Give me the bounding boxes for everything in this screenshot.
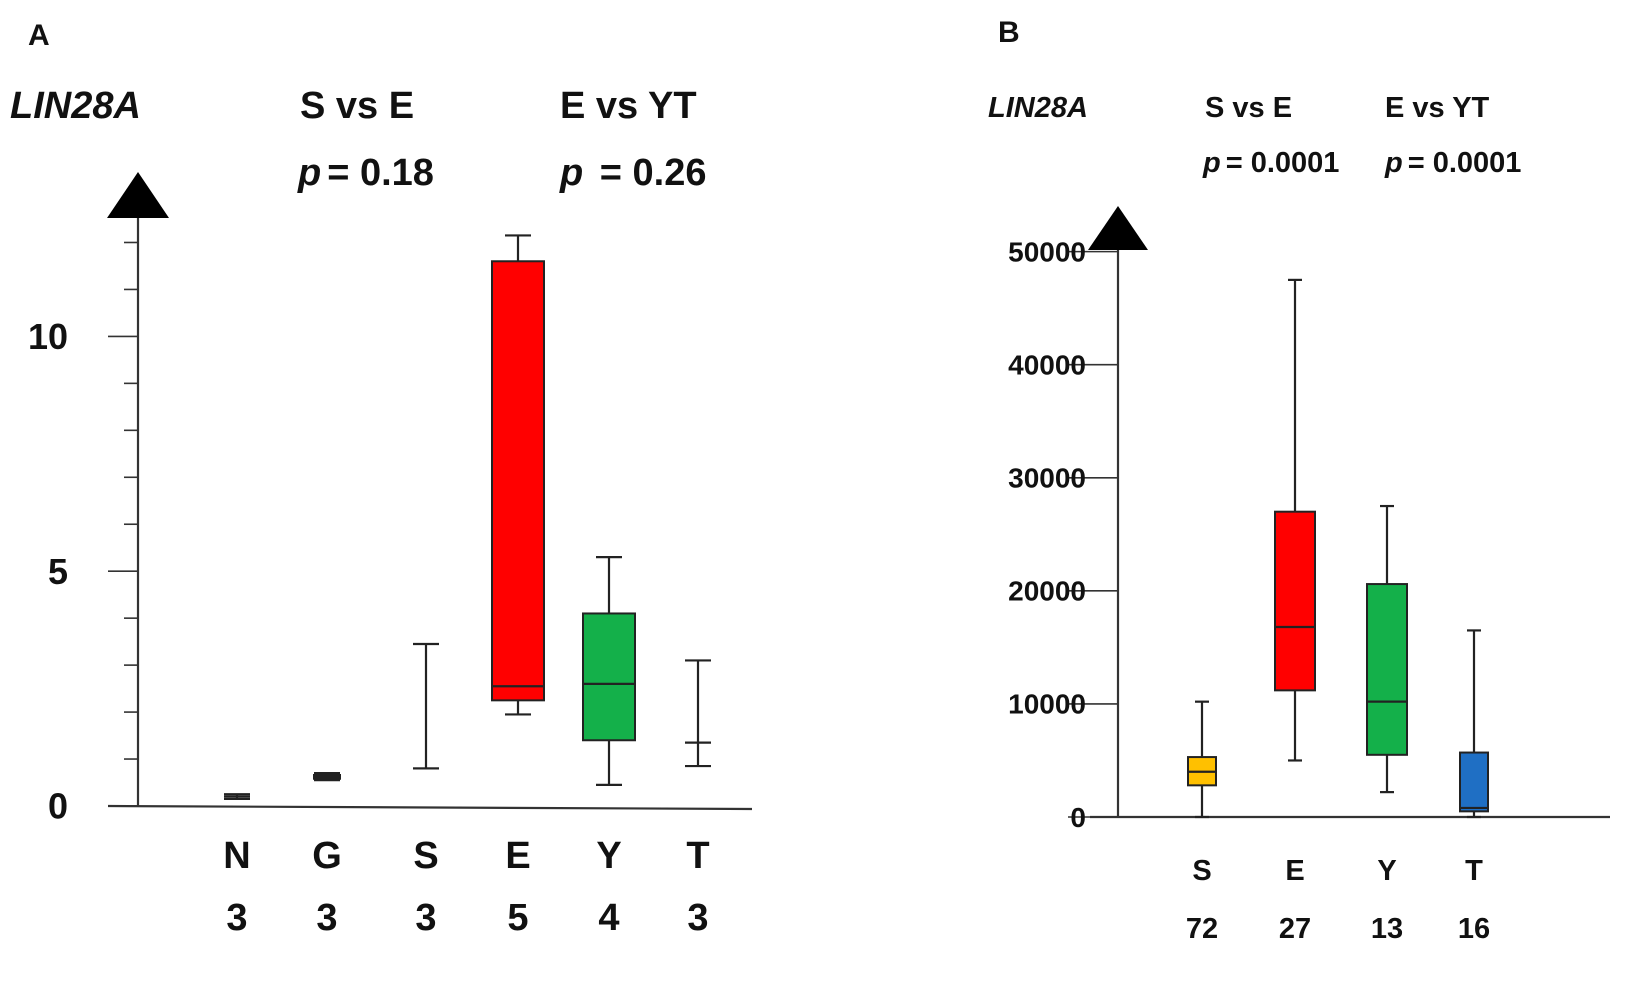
- box-y: [1366, 504, 1408, 794]
- p-value: = 0.18: [327, 152, 434, 194]
- panel-b-gene-label: LIN28A: [988, 92, 1088, 124]
- count-label: 5: [507, 897, 528, 939]
- box-e: [1274, 278, 1316, 762]
- p-symbol: p: [1384, 147, 1403, 179]
- box-body: [1366, 583, 1408, 756]
- box-y: [582, 556, 636, 786]
- box-s: [413, 642, 439, 770]
- panel-a-y-axis-arrow: [107, 172, 169, 218]
- category-label: G: [312, 835, 342, 877]
- y-tick-label: 30000: [1008, 463, 1086, 494]
- category-label: T: [1465, 855, 1483, 887]
- category-label: S: [413, 835, 438, 877]
- y-tick-label: 40000: [1008, 349, 1086, 380]
- p-symbol: p: [1202, 147, 1221, 179]
- y-tick-label: 10: [28, 316, 68, 357]
- p-symbol: p: [559, 152, 583, 194]
- panel-a-pvalue-1: p = 0.18: [297, 152, 434, 194]
- panel-b-label: B: [998, 16, 1020, 49]
- y-tick-label: 0: [1070, 802, 1086, 833]
- category-label: T: [686, 835, 709, 877]
- y-tick-label: 10000: [1008, 689, 1086, 720]
- panel-b-y-axis-arrow: [1088, 206, 1148, 250]
- panel-a-gene-label: LIN28A: [10, 85, 141, 127]
- box-n: [224, 793, 250, 801]
- category-label: E: [505, 835, 530, 877]
- p-value: = 0.0001: [1226, 147, 1340, 179]
- y-tick-label: 50000: [1008, 236, 1086, 267]
- box-t: [685, 659, 711, 768]
- count-label: 4: [598, 897, 619, 939]
- count-label: 3: [415, 897, 436, 939]
- box-e: [491, 234, 545, 716]
- p-symbol: p: [297, 152, 321, 194]
- count-label: 72: [1186, 913, 1218, 945]
- category-label: Y: [1377, 855, 1396, 887]
- category-label: Y: [596, 835, 621, 877]
- y-tick-label: 20000: [1008, 576, 1086, 607]
- box-body: [491, 260, 545, 702]
- panel-a-plot: 0 5 10 N 3 G 3 S 3 E 5 Y 4 T 3: [28, 172, 753, 939]
- count-label: 3: [687, 897, 708, 939]
- panel-b-comparison-2: E vs YT: [1385, 92, 1490, 124]
- panel-b-pvalue-2: p = 0.0001: [1384, 147, 1521, 179]
- panel-a-x-axis: [107, 804, 753, 811]
- p-value: = 0.26: [589, 152, 706, 194]
- category-label: N: [223, 835, 250, 877]
- count-label: 27: [1279, 913, 1311, 945]
- p-value: = 0.0001: [1408, 147, 1522, 179]
- y-tick-label: 5: [48, 551, 68, 592]
- panel-a-comparison-1: S vs E: [300, 85, 414, 127]
- count-label: 3: [226, 897, 247, 939]
- box-body: [1274, 510, 1316, 692]
- panel-b-pvalue-1: p = 0.0001: [1202, 147, 1339, 179]
- panel-a-pvalue-2: p = 0.26: [559, 152, 706, 194]
- box-s: [1187, 700, 1217, 819]
- panel-a-label: A: [28, 19, 50, 52]
- count-label: 16: [1458, 913, 1490, 945]
- category-label: E: [1285, 855, 1304, 887]
- count-label: 13: [1371, 913, 1403, 945]
- category-label: S: [1192, 855, 1211, 887]
- panel-a-comparison-2: E vs YT: [560, 85, 697, 127]
- box-body: [582, 612, 636, 742]
- box-t: [1459, 629, 1489, 819]
- box-body: [1459, 751, 1489, 813]
- panel-b-comparison-1: S vs E: [1205, 92, 1292, 124]
- panel-b-plot: 0 10000 20000 30000 40000 50000 S 72 E 27 Y 13 T 16: [1008, 206, 1610, 945]
- count-label: 3: [316, 897, 337, 939]
- box-g: [313, 772, 341, 782]
- y-tick-label: 0: [48, 786, 68, 827]
